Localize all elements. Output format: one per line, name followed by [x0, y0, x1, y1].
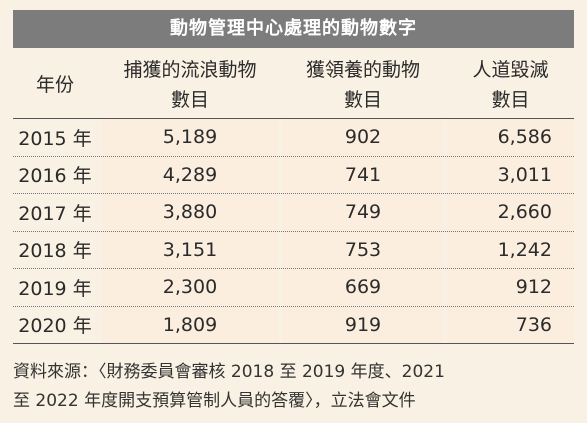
header-adopted-line1: 獲領養的動物 — [305, 59, 420, 81]
euthanized-value: 1,242 — [497, 238, 552, 261]
captured-cell: 3,151 — [101, 231, 279, 268]
year-cell: 2020 年 — [18, 315, 92, 338]
euthanized-value: 2,660 — [497, 201, 552, 224]
captured-cell: 5,189 — [101, 119, 279, 156]
euthanized-value: 6,586 — [497, 126, 552, 149]
header-captured: 捕獲的流浪動物 數目 — [101, 52, 279, 118]
header-euthanized: 人道毀滅 數目 — [447, 52, 574, 118]
source-line-1: 資料來源：〈財務委員會審核 2018 至 2019 年度、2021 — [13, 362, 445, 382]
table-row: 2020 年 1,809 919 736 — [13, 306, 574, 343]
captured-cell: 3,880 — [101, 194, 279, 231]
captured-cell: 4,289 — [101, 156, 279, 193]
adopted-cell: 741 — [283, 156, 443, 193]
year-cell: 2015 年 — [18, 127, 92, 150]
table-body: 2015 年 5,189 902 6,586 2016 年 4,289 741 … — [13, 118, 574, 344]
euthanized-value: 736 — [515, 313, 552, 336]
header-year-label: 年份 — [35, 74, 74, 96]
year-cell: 2016 年 — [18, 165, 92, 188]
euthanized-value: 3,011 — [497, 163, 552, 186]
euthanized-value: 912 — [515, 276, 552, 299]
adopted-cell: 902 — [283, 119, 443, 156]
euthanized-cell: 2,660 — [447, 194, 574, 231]
year-cell: 2019 年 — [18, 277, 92, 300]
captured-cell: 2,300 — [101, 269, 279, 306]
euthanized-cell: 1,242 — [447, 231, 574, 268]
euthanized-cell: 736 — [447, 306, 574, 343]
header-adopted: 獲領養的動物 數目 — [283, 52, 443, 118]
table-row: 2017 年 3,880 749 2,660 — [13, 194, 574, 232]
header-euthanized-line2: 數目 — [491, 89, 530, 111]
table-row: 2019 年 2,300 669 912 — [13, 269, 574, 307]
header-adopted-line2: 數目 — [343, 89, 382, 111]
captured-cell: 1,809 — [101, 306, 279, 343]
year-cell: 2018 年 — [18, 240, 92, 263]
table-row: 2015 年 5,189 902 6,586 — [13, 119, 574, 157]
source-line-2: 至 2022 年度開支預算管制人員的答覆〉，立法會文件 — [13, 391, 416, 411]
year-cell: 2017 年 — [18, 202, 92, 225]
table-header: 年份 捕獲的流浪動物 數目 獲領養的動物 數目 人道毀滅 數目 — [13, 52, 574, 118]
euthanized-cell: 3,011 — [447, 156, 574, 193]
euthanized-cell: 912 — [447, 269, 574, 306]
euthanized-cell: 6,586 — [447, 119, 574, 156]
table-title: 動物管理中心處理的動物數字 — [13, 10, 574, 48]
source-note: 資料來源：〈財務委員會審核 2018 至 2019 年度、2021 至 2022… — [13, 358, 578, 416]
adopted-cell: 753 — [283, 231, 443, 268]
header-euthanized-line1: 人道毀滅 — [472, 59, 549, 81]
adopted-cell: 919 — [283, 306, 443, 343]
header-captured-line1: 捕獲的流浪動物 — [123, 59, 257, 81]
header-captured-line2: 數目 — [170, 89, 209, 111]
table-row: 2016 年 4,289 741 3,011 — [13, 156, 574, 194]
adopted-cell: 669 — [283, 269, 443, 306]
table-row: 2018 年 3,151 753 1,242 — [13, 231, 574, 269]
adopted-cell: 749 — [283, 194, 443, 231]
header-year: 年份 — [13, 52, 97, 118]
